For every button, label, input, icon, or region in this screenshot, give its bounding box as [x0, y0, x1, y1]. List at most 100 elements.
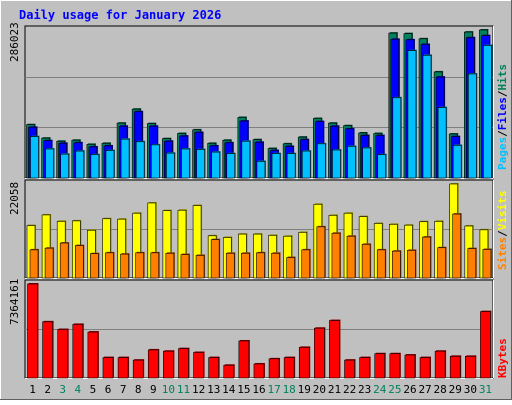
pages-bar [75, 150, 85, 179]
day-label: 10 [162, 383, 175, 396]
sites-bar [105, 252, 114, 279]
day-axis-labels: 1 2 3 4 5 6 7 8 9 10 11 12 13 14 15 16 17 18 19 20 21 22 23 24 2… [29, 383, 492, 396]
day-label: 27 [418, 383, 431, 396]
legend-kbytes: KBytes [496, 338, 509, 378]
sites-bar [135, 252, 144, 279]
kbytes-bar [208, 357, 219, 379]
pages-bar [60, 153, 69, 179]
kbytes-bar [329, 320, 340, 379]
pages-bar [317, 143, 326, 179]
pages-bar [483, 45, 492, 179]
day-label: 2 [44, 383, 51, 396]
day-label: 7 [120, 383, 127, 396]
sites-bar [210, 239, 220, 279]
kbytes-bar [178, 348, 189, 379]
kbytes-bar [72, 324, 84, 379]
day-label: 20 [313, 383, 326, 396]
day-label: 24 [373, 383, 387, 396]
kbytes-bar [223, 364, 235, 379]
sites-bar [422, 236, 431, 279]
day-label: 14 [222, 383, 236, 396]
sites-bar [301, 249, 311, 279]
kbytes-bar [449, 356, 461, 379]
sites-bar [331, 232, 341, 279]
kbytes-bar [419, 357, 431, 379]
day-label: 26 [403, 383, 416, 396]
pages-bar [437, 107, 447, 179]
pages-bar [45, 148, 54, 179]
chart-title: Daily usage for January 2026 [19, 8, 221, 22]
day-label: 12 [192, 383, 205, 396]
sites-bar [467, 248, 477, 279]
pages-bar [90, 154, 100, 179]
pages-bar [181, 148, 190, 179]
kbytes-bar [283, 357, 295, 379]
kbytes-bar [147, 349, 159, 379]
sites-bar [44, 247, 54, 279]
sites-bar [256, 252, 265, 279]
pages-bar [347, 146, 356, 179]
pages-bar [362, 147, 371, 179]
sites-bar [316, 226, 326, 279]
day-label: 18 [283, 383, 296, 396]
day-label: 23 [358, 383, 371, 396]
sites-bar [452, 213, 462, 279]
legend-files: Files [496, 97, 509, 130]
kbytes-bar [193, 352, 204, 379]
pages-bar [256, 161, 266, 179]
legend-sep-1: / [496, 130, 509, 137]
sites-bar [271, 252, 280, 279]
pages-bar [211, 151, 220, 179]
kbytes-bar [117, 357, 129, 379]
day-label: 16 [252, 383, 265, 396]
pages-bar [226, 153, 236, 179]
pages-bar [241, 140, 251, 179]
kbytes-bar [314, 327, 325, 379]
pages-bar [422, 55, 432, 179]
day-label: 17 [267, 383, 280, 396]
sites-bar [241, 252, 250, 279]
sites-bar [225, 252, 235, 279]
day-label: 28 [434, 383, 447, 396]
pages-bar [30, 136, 39, 179]
day-label: 8 [135, 383, 142, 396]
sites-bar [150, 252, 160, 279]
kbytes-bar [42, 321, 53, 379]
sites-bar [437, 247, 446, 279]
sites-bar [482, 249, 492, 279]
pages-bar [271, 153, 281, 179]
day-label: 29 [449, 383, 462, 396]
kbytes-bar [434, 350, 446, 379]
day-label: 1 [29, 383, 36, 396]
kbytes-bar [27, 283, 38, 379]
kbytes-bar [102, 357, 114, 379]
visits-sites-panel [24, 179, 494, 279]
day-label: 13 [207, 383, 220, 396]
sites-bar [29, 249, 39, 279]
day-label: 9 [150, 383, 157, 396]
legend-pages-files-hits: Pages/Files/Hits [496, 64, 509, 170]
kbytes-bar [389, 353, 401, 379]
kbytes-bar [298, 347, 310, 379]
legend-sites-visits: Sites/Visits [496, 191, 509, 271]
legend-sep-2: / [496, 90, 509, 97]
day-label: 21 [328, 383, 341, 396]
pages-bar [120, 138, 130, 179]
pages-bar [392, 97, 402, 179]
day-label: 30 [464, 383, 477, 396]
legend-sep-3: / [496, 230, 509, 237]
sites-bar [407, 250, 416, 279]
pages-bar [468, 73, 477, 179]
pages-bar [377, 154, 387, 179]
pages-bar [135, 141, 145, 179]
day-label: 15 [237, 383, 250, 396]
day-label: 11 [177, 383, 190, 396]
kbytes-bar [253, 363, 265, 379]
bot-panel-ymax-label: 7364161 [8, 279, 21, 325]
sites-bar [361, 244, 371, 279]
day-label: 6 [105, 383, 112, 396]
legend-hits: Hits [496, 64, 509, 91]
legend-sites: Sites [496, 237, 509, 270]
day-label: 31 [479, 383, 492, 396]
